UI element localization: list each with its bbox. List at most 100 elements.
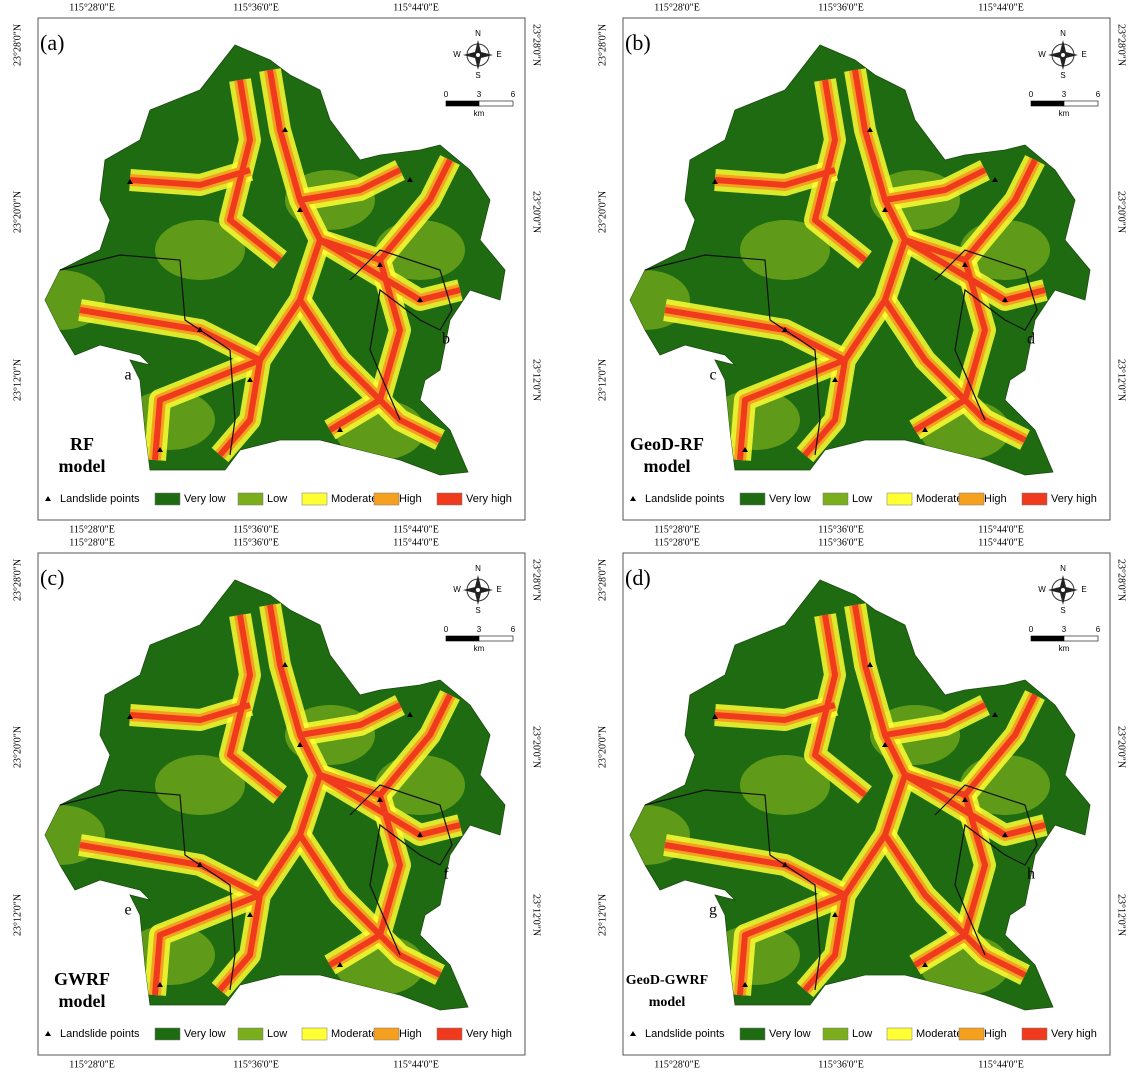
very-high-zone — [299, 702, 402, 738]
legend-label: Low — [852, 493, 872, 505]
compass-w: W — [453, 585, 461, 594]
legend-label: Moderate — [916, 1028, 962, 1040]
model-name: model — [59, 991, 106, 1011]
latitude-label: 23°20'0"N — [12, 726, 23, 768]
legend-label: Moderate — [331, 1028, 377, 1040]
compass-w: W — [1038, 50, 1046, 59]
latitude-label: 23°20'0"N — [12, 191, 23, 233]
legend-label: Very high — [466, 1028, 512, 1040]
scale-unit: km — [1059, 109, 1070, 118]
scale-unit: km — [1059, 644, 1070, 653]
legend-swatch — [237, 492, 264, 506]
subregion-boundary — [934, 249, 1038, 421]
region-label: d — [1027, 331, 1035, 348]
compass-n: N — [1060, 29, 1066, 38]
landslide-point — [882, 742, 888, 747]
compass-n: N — [1060, 564, 1066, 573]
low-zone — [740, 755, 830, 815]
scale-tick-label: 0 — [1029, 90, 1034, 99]
landslide-point — [1002, 297, 1008, 302]
legend-swatch — [154, 492, 181, 506]
scale-tick-label: 3 — [477, 90, 482, 99]
legend-label: High — [399, 1028, 422, 1040]
compass-s: S — [1060, 71, 1065, 80]
landslide-point — [867, 127, 873, 132]
legend-point-marker — [630, 1031, 636, 1036]
region-label: h — [1027, 866, 1035, 883]
compass-center — [1061, 588, 1065, 592]
very-high-zone — [152, 357, 262, 461]
subregion-boundary — [59, 789, 236, 991]
landslide-point — [992, 712, 998, 717]
scale-unit: km — [474, 109, 485, 118]
scale-tick-label: 0 — [444, 90, 449, 99]
legend-swatch — [739, 1027, 766, 1041]
longitude-label: 115°44'0"E — [393, 524, 439, 535]
longitude-label: 115°28'0"E — [69, 537, 115, 548]
landslide-point — [337, 427, 343, 432]
subregion-boundary — [644, 254, 821, 456]
latitude-label: 23°20'0"N — [597, 191, 608, 233]
longitude-label: 115°44'0"E — [978, 2, 1024, 13]
legend-label: Low — [267, 493, 287, 505]
very-high-zone — [152, 892, 262, 996]
landslide-point — [297, 207, 303, 212]
compass-e: E — [1081, 585, 1086, 594]
longitude-label: 115°28'0"E — [69, 1059, 115, 1070]
landslide-point — [407, 712, 413, 717]
longitude-label: 115°36'0"E — [818, 537, 864, 548]
very-high-zone — [882, 298, 1027, 443]
landslide-point — [247, 377, 253, 382]
longitude-label: 115°28'0"E — [654, 2, 700, 13]
legend-swatch — [373, 492, 400, 506]
legend-swatch — [373, 1027, 400, 1041]
scale-tick-label: 6 — [511, 625, 516, 634]
scale-tick-label: 0 — [444, 625, 449, 634]
landslide-point — [417, 297, 423, 302]
landslide-point — [377, 797, 383, 802]
legend-label: Moderate — [331, 493, 377, 505]
region-label: f — [443, 866, 449, 883]
model-name: GeoD-GWRF — [626, 973, 708, 988]
legend-label: Landslide points — [645, 493, 725, 505]
compass-s: S — [1060, 606, 1065, 615]
scale-segment — [1030, 100, 1065, 107]
legend-label: Landslide points — [60, 1028, 140, 1040]
very-high-zone — [884, 167, 987, 203]
landslide-point — [247, 912, 253, 917]
subregion-boundary — [644, 789, 821, 991]
legend-swatch — [822, 1027, 849, 1041]
latitude-label: 23°12'0"N — [531, 894, 542, 936]
very-high-zone — [884, 702, 987, 738]
latitude-label: 23°28'0"N — [597, 24, 608, 66]
region-label: a — [124, 367, 131, 384]
legend-swatch — [1021, 1027, 1048, 1041]
low-zone — [155, 755, 245, 815]
scale-tick-label: 3 — [477, 625, 482, 634]
landslide-point — [922, 962, 928, 967]
panel-label: (a) — [40, 30, 64, 55]
map-panel: (d) g h GeoD-GWRF model 115°28'0"E 115°28'0"E 1… — [597, 537, 1126, 1070]
very-high-zone — [297, 298, 442, 443]
scale-tick-label: 0 — [1029, 625, 1034, 634]
compass-s: S — [475, 71, 480, 80]
very-high-zone — [319, 158, 453, 263]
latitude-label: 23°28'0"N — [12, 24, 23, 66]
very-high-zone — [217, 69, 323, 457]
latitude-label: 23°12'0"N — [597, 359, 608, 401]
panel-label: (c) — [40, 565, 64, 590]
landslide-point — [377, 262, 383, 267]
longitude-label: 115°28'0"E — [654, 1059, 700, 1070]
longitude-label: 115°44'0"E — [978, 537, 1024, 548]
landslide-point — [157, 447, 163, 452]
scale-tick-label: 6 — [1096, 90, 1101, 99]
very-high-zone — [217, 604, 323, 992]
landslide-point — [867, 662, 873, 667]
landslide-point — [742, 447, 748, 452]
legend-swatch — [886, 492, 913, 506]
compass-w: W — [453, 50, 461, 59]
legend-swatch — [886, 1027, 913, 1041]
